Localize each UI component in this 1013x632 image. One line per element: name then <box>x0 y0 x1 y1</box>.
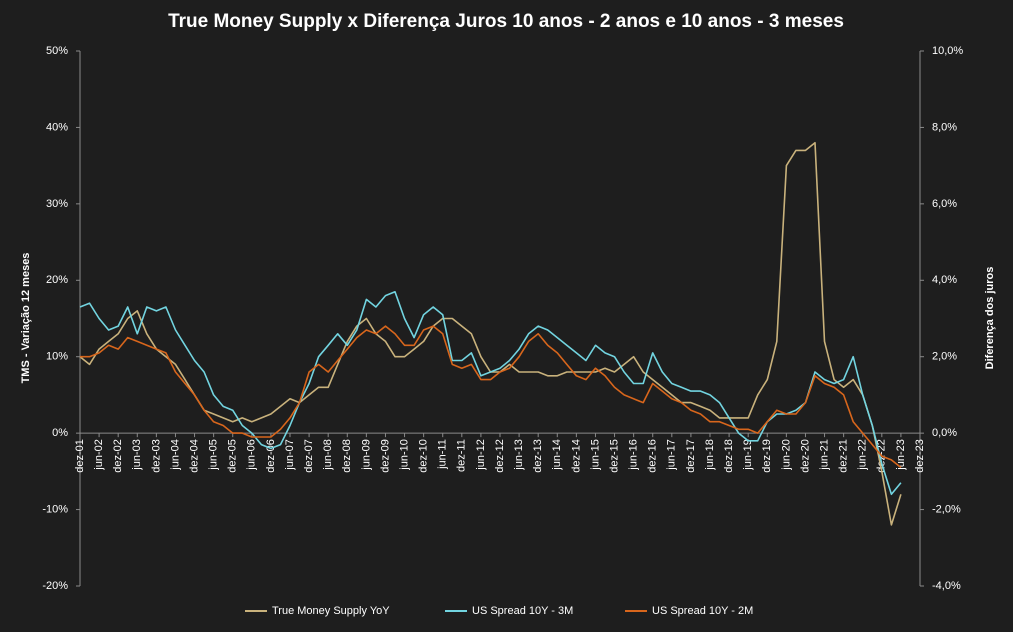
series-line <box>80 325 902 469</box>
x-tick-label: dez-09 <box>379 439 391 473</box>
x-tick-label: jun-03 <box>131 439 143 471</box>
y2-tick-label: 10,0% <box>932 45 963 57</box>
x-tick-label: dez-20 <box>799 439 811 473</box>
x-tick-label: jun-06 <box>246 439 258 471</box>
x-tick-label: dez-18 <box>723 439 735 473</box>
x-tick-label: jun-22 <box>857 439 869 471</box>
chart-title: True Money Supply x Diferença Juros 10 a… <box>168 11 844 32</box>
y-tick-label: 40% <box>46 121 68 133</box>
x-tick-label: jun-04 <box>169 439 181 471</box>
x-tick-label: jun-07 <box>284 439 296 471</box>
series-line <box>79 291 902 496</box>
y2-tick-label: 8,0% <box>932 121 957 133</box>
x-tick-label: jun-15 <box>589 439 601 471</box>
y-axis-label: TMS - Variação 12 meses <box>20 253 32 384</box>
x-tick-label: dez-01 <box>74 439 86 473</box>
x-tick-label: jun-09 <box>360 439 372 471</box>
x-tick-label: jun-23 <box>895 439 907 471</box>
y-tick-label: 10% <box>46 351 68 363</box>
x-tick-label: dez-23 <box>914 439 926 473</box>
x-tick-label: jun-11 <box>437 439 449 470</box>
x-tick-label: jun-10 <box>398 439 410 471</box>
x-tick-label: jun-08 <box>322 439 334 471</box>
x-tick-label: jun-21 <box>818 439 830 471</box>
x-tick-label: dez-15 <box>608 439 620 473</box>
x-tick-label: dez-16 <box>647 439 659 473</box>
x-tick-label: dez-21 <box>838 439 850 473</box>
x-tick-label: jun-02 <box>93 439 105 471</box>
x-tick-label: jun-20 <box>780 439 792 471</box>
y-tick-label: 30% <box>46 198 68 210</box>
y-tick-label: -10% <box>42 503 68 515</box>
y2-tick-label: 0,0% <box>932 427 957 439</box>
x-tick-label: jun-19 <box>742 439 754 471</box>
y-tick-label: -20% <box>42 580 68 592</box>
x-tick-label: dez-10 <box>418 439 430 473</box>
x-tick-label: jun-12 <box>475 439 487 471</box>
x-tick-label: jun-16 <box>628 439 640 471</box>
y-tick-label: 0% <box>52 427 68 439</box>
x-tick-label: jun-13 <box>513 439 525 471</box>
x-tick-label: dez-02 <box>112 439 124 473</box>
y2-axis-label: Diferença dos juros <box>984 267 996 370</box>
y2-tick-label: 6,0% <box>932 198 957 210</box>
legend-label: US Spread 10Y - 2M <box>652 605 753 617</box>
x-tick-label: dez-11 <box>456 439 468 472</box>
x-tick-label: dez-06 <box>265 439 277 473</box>
x-tick-label: dez-19 <box>761 439 773 473</box>
x-tick-label: dez-13 <box>532 439 544 473</box>
x-tick-label: dez-17 <box>685 439 697 473</box>
x-tick-label: dez-14 <box>570 439 582 473</box>
x-tick-label: dez-12 <box>494 439 506 473</box>
x-tick-label: jun-17 <box>666 439 678 471</box>
series-line <box>79 141 902 526</box>
x-tick-label: jun-05 <box>208 439 220 471</box>
x-tick-label: dez-05 <box>227 439 239 473</box>
y2-tick-label: 4,0% <box>932 274 957 286</box>
x-tick-label: dez-08 <box>341 439 353 473</box>
y2-tick-label: 2,0% <box>932 351 957 363</box>
legend-label: True Money Supply YoY <box>272 605 390 617</box>
x-tick-label: dez-03 <box>150 439 162 473</box>
y2-tick-label: -4,0% <box>932 580 961 592</box>
y-tick-label: 50% <box>46 45 68 57</box>
x-tick-label: dez-04 <box>188 439 200 473</box>
x-tick-label: dez-07 <box>303 439 315 473</box>
x-tick-label: jun-18 <box>704 439 716 471</box>
legend-label: US Spread 10Y - 3M <box>472 605 573 617</box>
x-tick-label: jun-14 <box>551 439 563 471</box>
y-tick-label: 20% <box>46 274 68 286</box>
y2-tick-label: -2,0% <box>932 503 961 515</box>
